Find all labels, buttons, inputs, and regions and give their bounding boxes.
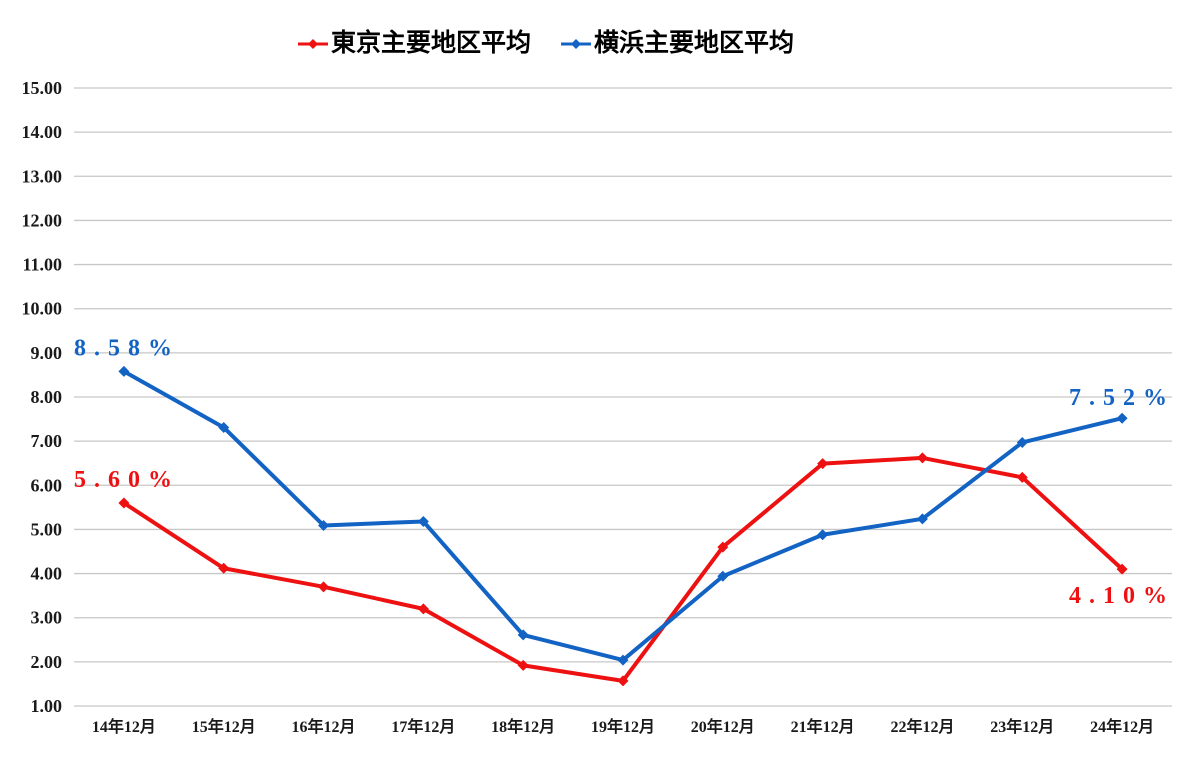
x-axis-label: 21年12月 [791,717,855,736]
legend-item-tokyo: 東京主要地区平均 [298,31,531,56]
y-axis-label: 13.00 [22,166,63,186]
data-point-marker [1016,436,1028,448]
data-point-marker [1016,471,1028,483]
data-point-marker [318,519,330,531]
y-axis-label: 11.00 [22,255,62,275]
y-axis-label: 5.00 [31,519,63,539]
data-point-marker [817,458,829,470]
x-axis-label: 14年12月 [92,717,156,736]
data-point-marker [617,654,629,666]
data-point-marker [417,603,429,615]
data-point-marker [118,365,130,377]
legend-item-yokohama: 横浜主要地区平均 [561,31,794,56]
y-axis-label: 9.00 [31,343,63,363]
y-axis-label: 6.00 [31,475,63,495]
data-point-marker [318,581,330,593]
data-point-marker [916,513,928,525]
legend-label-tokyo: 東京主要地区平均 [331,29,532,57]
data-point-marker [717,541,729,553]
data-point-marker [717,570,729,582]
data-point-marker [218,421,230,433]
data-point-marker [118,497,130,509]
y-axis-label: 2.00 [31,652,63,672]
data-label: 4.10% [1069,583,1175,609]
x-axis-label: 19年12月 [591,717,655,736]
y-axis-label: 8.00 [31,387,63,407]
y-axis-label: 3.00 [31,608,63,628]
data-point-marker [517,659,529,671]
y-axis-label: 4.00 [31,564,63,584]
data-point-marker [417,515,429,527]
data-label: 7.52% [1069,385,1175,411]
x-axis-label: 24年12月 [1090,717,1154,736]
x-axis-label: 20年12月 [691,717,755,736]
x-axis-label: 16年12月 [292,717,356,736]
series-line-yokohama [121,369,1125,663]
legend-marker-yokohama-icon [561,38,592,49]
data-label: 5.60% [74,467,180,493]
y-axis-label: 15.00 [22,78,63,98]
x-axis-label: 17年12月 [391,717,455,736]
x-axis-label: 18年12月 [491,717,555,736]
y-axis-label: 12.00 [22,210,63,230]
data-point-marker [517,629,529,641]
y-axis-label: 1.00 [31,696,63,716]
data-point-marker [617,675,629,687]
y-axis-label: 7.00 [31,431,63,451]
data-point-marker [916,452,928,464]
x-axis-label: 15年12月 [192,717,256,736]
data-point-marker [1116,412,1128,424]
legend-label-yokohama: 横浜主要地区平均 [594,29,795,57]
data-label: 8.58% [74,335,180,361]
legend: 東京主要地区平均 横浜主要地区平均 [298,31,794,56]
y-axis-label: 10.00 [22,299,63,319]
data-point-marker [218,562,230,574]
y-axis-label: 14.00 [22,122,63,142]
x-axis-label: 23年12月 [990,717,1054,736]
data-point-marker [817,529,829,541]
data-point-marker [1116,563,1128,575]
series-line-tokyo [121,455,1125,683]
x-axis-label: 22年12月 [890,717,954,736]
legend-marker-tokyo-icon [298,38,328,49]
